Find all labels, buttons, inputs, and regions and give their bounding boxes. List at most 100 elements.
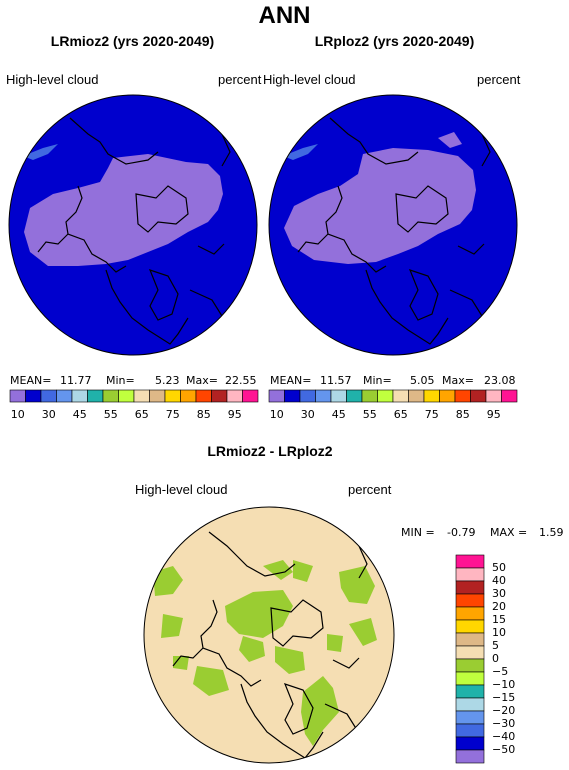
colorbar-tick-label: 55 bbox=[362, 408, 377, 421]
panel-right-max-label: Max= bbox=[442, 374, 474, 387]
panel-right-units: percent bbox=[477, 72, 521, 87]
colorbar-swatch bbox=[470, 389, 487, 403]
colorbar-swatch bbox=[284, 389, 301, 403]
colorbar-swatch bbox=[346, 389, 363, 403]
diff-region bbox=[225, 590, 293, 638]
diff-region bbox=[173, 656, 189, 670]
colorbar-swatch bbox=[455, 632, 485, 647]
colorbar-tick-label: −5 bbox=[492, 665, 509, 678]
colorbar-swatch bbox=[25, 389, 42, 403]
cloud-region bbox=[24, 154, 223, 266]
colorbar-tick-label: 10 bbox=[492, 626, 506, 639]
colorbar-swatch bbox=[118, 389, 135, 403]
colorbar-swatch bbox=[299, 389, 316, 403]
diff-region bbox=[349, 618, 377, 646]
panel-right-mean: 11.57 bbox=[320, 374, 352, 387]
colorbar-tick-label: 30 bbox=[300, 408, 315, 421]
diff-region bbox=[239, 636, 265, 662]
colorbar-swatch bbox=[71, 389, 88, 403]
colorbar-tick-label: 5 bbox=[492, 639, 499, 652]
colorbar-right bbox=[268, 389, 518, 403]
diff-region bbox=[193, 666, 229, 696]
panel-left-min: 5.23 bbox=[155, 374, 180, 387]
colorbar-swatch bbox=[361, 389, 378, 403]
colorbar-swatch bbox=[455, 684, 485, 699]
panel-right-max: 23.08 bbox=[484, 374, 516, 387]
colorbar-tick-label: 10 bbox=[10, 408, 25, 421]
polar-map-right bbox=[268, 94, 518, 356]
colorbar-swatch bbox=[455, 658, 485, 673]
diff-max-label: MAX = bbox=[490, 526, 528, 539]
colorbar-right-ticks: 10 30 45 55 65 75 85 95 bbox=[269, 408, 517, 422]
colorbar-tick-label: 30 bbox=[492, 587, 506, 600]
colorbar-diff bbox=[455, 554, 485, 764]
colorbar-swatch bbox=[315, 389, 332, 403]
panel-right-variable: High-level cloud bbox=[263, 72, 356, 87]
panel-right-title: LRploz2 (yrs 2020-2049) bbox=[314, 33, 475, 49]
colorbar-tick-label: 95 bbox=[227, 408, 242, 421]
colorbar-tick-label: −20 bbox=[492, 704, 516, 717]
colorbar-tick-label: 65 bbox=[134, 408, 149, 421]
colorbar-swatch bbox=[87, 389, 104, 403]
panel-left-title: LRmioz2 (yrs 2020-2049) bbox=[50, 33, 215, 49]
panel-right-mean-label: MEAN= bbox=[270, 374, 312, 387]
colorbar-tick-label: 30 bbox=[41, 408, 56, 421]
colorbar-tick-label: 85 bbox=[455, 408, 470, 421]
colorbar-tick-label: −40 bbox=[492, 730, 516, 743]
diff-region bbox=[161, 614, 183, 638]
colorbar-swatch bbox=[242, 389, 259, 403]
colorbar-diff-ticks: 50 40 30 20 15 10 5 0 −5 −10 −15 −20 −30 −40 −50 bbox=[492, 555, 532, 763]
colorbar-swatch bbox=[56, 389, 73, 403]
colorbar-tick-label: 0 bbox=[492, 652, 499, 665]
colorbar-tick-label: −10 bbox=[492, 678, 516, 691]
colorbar-tick-label: 20 bbox=[492, 600, 506, 613]
panel-left-units: percent bbox=[218, 72, 262, 87]
colorbar-left-ticks: 10 30 45 55 65 75 85 95 bbox=[10, 408, 258, 422]
polar-map-left bbox=[8, 94, 258, 356]
colorbar-swatch bbox=[455, 554, 485, 569]
diff-region bbox=[339, 566, 375, 604]
colorbar-swatch bbox=[180, 389, 197, 403]
colorbar-tick-label: 45 bbox=[72, 408, 87, 421]
diff-region bbox=[301, 676, 339, 746]
colorbar-swatch bbox=[164, 389, 181, 403]
colorbar-tick-label: 10 bbox=[269, 408, 284, 421]
panel-left-mean-label: MEAN= bbox=[10, 374, 52, 387]
colorbar-tick-label: −30 bbox=[492, 717, 516, 730]
colorbar-swatch bbox=[439, 389, 456, 403]
panel-left-min-label: Min= bbox=[106, 374, 135, 387]
diff-units: percent bbox=[348, 482, 392, 497]
diff-region bbox=[275, 646, 305, 674]
diff-region bbox=[293, 560, 313, 582]
colorbar-tick-label: 15 bbox=[492, 613, 506, 626]
colorbar-swatch bbox=[423, 389, 440, 403]
colorbar-swatch bbox=[455, 736, 485, 751]
colorbar-swatch bbox=[102, 389, 119, 403]
colorbar-tick-label: 55 bbox=[103, 408, 118, 421]
colorbar-swatch bbox=[455, 567, 485, 582]
colorbar-swatch bbox=[211, 389, 228, 403]
colorbar-swatch bbox=[195, 389, 212, 403]
panel-right-min: 5.05 bbox=[410, 374, 435, 387]
diff-variable: High-level cloud bbox=[135, 482, 228, 497]
diff-region bbox=[153, 566, 183, 596]
colorbar-left bbox=[9, 389, 259, 403]
colorbar-swatch bbox=[485, 389, 502, 403]
colorbar-swatch bbox=[455, 593, 485, 608]
colorbar-swatch bbox=[268, 389, 285, 403]
colorbar-swatch bbox=[501, 389, 518, 403]
colorbar-swatch bbox=[455, 749, 485, 764]
colorbar-tick-label: 40 bbox=[492, 574, 506, 587]
colorbar-swatch bbox=[408, 389, 425, 403]
colorbar-tick-label: −15 bbox=[492, 691, 516, 704]
diff-title: LRmioz2 - LRploz2 bbox=[207, 443, 333, 459]
colorbar-swatch bbox=[455, 619, 485, 634]
colorbar-swatch bbox=[455, 580, 485, 595]
colorbar-tick-label: 75 bbox=[165, 408, 180, 421]
colorbar-swatch bbox=[40, 389, 57, 403]
panel-left-mean: 11.77 bbox=[60, 374, 92, 387]
colorbar-swatch bbox=[226, 389, 243, 403]
colorbar-swatch bbox=[392, 389, 409, 403]
page-title: ANN bbox=[258, 2, 311, 29]
diff-region bbox=[263, 560, 293, 580]
